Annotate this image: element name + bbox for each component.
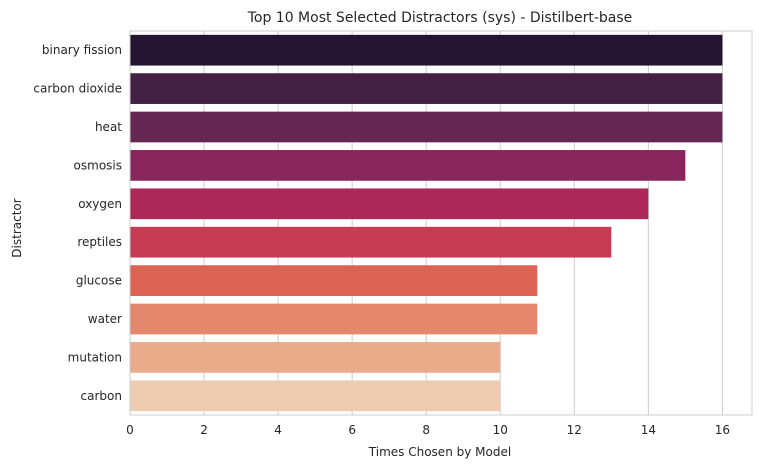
y-tick-label: oxygen [78, 197, 122, 211]
y-tick-label: binary fission [42, 43, 122, 57]
y-tick-labels: binary fission carbon dioxide heat osmosis o… [33, 43, 122, 403]
y-axis-label: Distractor [10, 198, 24, 257]
x-tick-label: 0 [126, 423, 134, 437]
bar [130, 150, 686, 181]
x-tick-label: 14 [641, 423, 656, 437]
bar [130, 265, 538, 296]
x-tick-label: 12 [567, 423, 582, 437]
bar [130, 380, 501, 412]
y-tick-label: reptiles [77, 235, 122, 249]
y-tick-label: carbon dioxide [33, 82, 122, 96]
bar [130, 342, 501, 373]
chart-title: Top 10 Most Selected Distractors (sys) -… [247, 10, 633, 26]
bars-group [130, 34, 723, 412]
bar [130, 188, 649, 220]
y-tick-label: mutation [68, 350, 122, 364]
y-tick-label: water [88, 312, 122, 326]
y-tick-label: glucose [76, 274, 122, 288]
x-tick-label: 8 [422, 423, 430, 437]
x-tick-label: 6 [348, 423, 356, 437]
bar [130, 111, 723, 143]
x-tick-labels: 0 2 4 6 8 10 12 14 16 [126, 423, 730, 437]
x-tick-label: 4 [274, 423, 282, 437]
bar [130, 226, 612, 258]
bar [130, 73, 723, 104]
y-tick-label: heat [95, 120, 122, 134]
bar [130, 34, 723, 66]
bar [130, 303, 538, 335]
x-tick-label: 10 [493, 423, 508, 437]
x-tick-label: 2 [200, 423, 208, 437]
x-axis-label: Times Chosen by Model [368, 445, 511, 459]
y-tick-label: osmosis [74, 158, 122, 172]
x-tick-label: 16 [715, 423, 730, 437]
y-tick-label: carbon [81, 389, 122, 403]
plot-frame [129, 30, 753, 416]
